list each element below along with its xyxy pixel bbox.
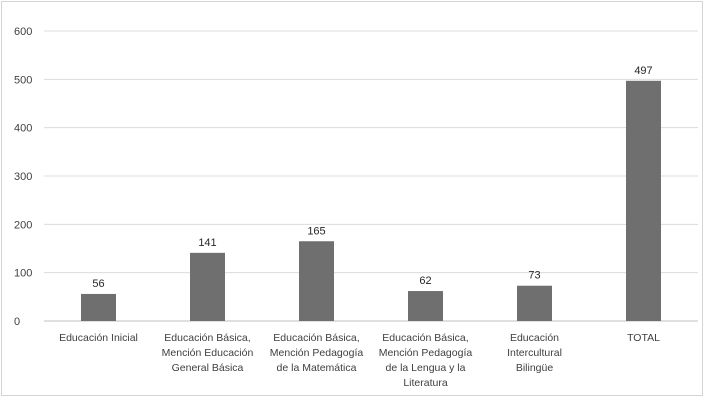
category-label-line: Intercultural (507, 347, 562, 359)
data-label-0: 56 (92, 278, 104, 290)
y-tick-label-600: 600 (14, 26, 32, 38)
data-label-1: 141 (198, 237, 216, 249)
data-label-2: 165 (307, 225, 325, 237)
category-label-2: Educación Básica, Mención Pedagogía de la … (270, 332, 364, 374)
category-label-line: de la Matemática (277, 362, 357, 374)
y-tick-label-500: 500 (14, 74, 32, 86)
category-label-line: Literatura (403, 377, 448, 389)
bar-2 (299, 241, 334, 321)
data-label-4: 73 (528, 270, 540, 282)
bar-chart: 0 100 200 300 400 500 600 56 Educación Inicial 14… (14, 26, 698, 389)
bar-1 (190, 252, 225, 321)
bar-5 (626, 80, 661, 322)
category-label-line: Educación (510, 332, 559, 344)
category-label-line: Mención Educación (162, 347, 254, 359)
y-tick-label-200: 200 (14, 219, 32, 231)
y-tick-label-300: 300 (14, 171, 32, 183)
data-label-5: 497 (634, 65, 652, 77)
data-label-3: 62 (419, 275, 431, 287)
category-label-line: Educación Básica, (382, 332, 468, 344)
chart-frame: 0 100 200 300 400 500 600 56 Educación Inicial 14… (1, 1, 703, 396)
category-label-3: Educación Básica, Mención Pedagogía de la … (379, 332, 473, 389)
category-label-line: General Básica (172, 362, 244, 374)
bar-0 (81, 293, 116, 321)
category-label-4: Educación Intercultural Bilingüe (507, 332, 562, 374)
category-label-line: de la Lengua y la (386, 362, 466, 374)
category-label-line: Educación Inicial (59, 332, 138, 344)
category-label-line: Mención Pedagogía (270, 347, 364, 359)
bar-4 (517, 285, 552, 321)
category-label-5: TOTAL (627, 332, 660, 344)
category-label-line: Bilingüe (516, 362, 554, 374)
category-label-line: Educación Básica, (164, 332, 250, 344)
category-label-line: Educación Básica, (273, 332, 359, 344)
category-label-line: TOTAL (627, 332, 660, 344)
y-tick-label-400: 400 (14, 123, 32, 135)
y-tick-label-0: 0 (14, 316, 20, 328)
bar-3 (408, 291, 443, 321)
y-tick-label-100: 100 (14, 268, 32, 280)
category-label-0: Educación Inicial (59, 332, 138, 344)
category-label-line: Mención Pedagogía (379, 347, 473, 359)
category-label-1: Educación Básica, Mención Educación Genera… (162, 332, 254, 374)
